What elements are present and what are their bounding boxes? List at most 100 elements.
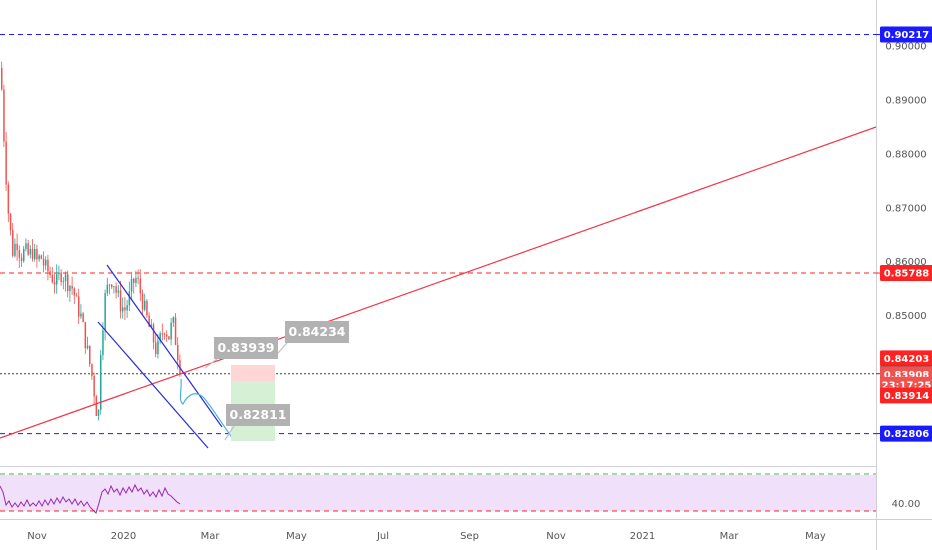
candle-body [170,322,172,340]
candle [75,292,78,297]
x-tick-label: Mar [201,531,221,542]
candle-body [106,284,109,294]
candle [95,394,98,417]
candle [111,283,113,289]
candle-body [73,288,76,296]
candle-body [91,364,93,376]
candle-body [166,334,168,337]
stop-zone [231,365,275,381]
candle-body [115,286,117,293]
y-tick-label: 0.86000 [885,257,926,268]
candle-body [174,317,177,345]
candle [161,323,164,341]
candle-body [113,286,115,288]
callout-label: 0.83939 [218,340,275,355]
channel-lower-line [97,321,209,449]
price-tag [880,265,932,282]
candle [104,289,106,341]
callout-0-82811[interactable]: 0.82811 [224,404,290,441]
callout-box [226,404,290,426]
candle-body [168,336,170,340]
candle [62,277,65,290]
rsi-band [0,475,876,511]
candle-body [172,317,175,323]
price-tag [880,26,932,43]
candle [159,331,161,345]
candle-body [60,272,62,282]
candle [174,313,177,346]
candle [144,293,146,312]
x-tick-label: Nov [27,531,47,542]
candle [130,271,133,301]
candle [152,322,155,350]
candle [64,271,67,292]
candle [89,345,91,368]
candle [16,233,18,261]
candle [100,349,102,415]
candle [150,319,153,328]
candle [14,238,16,258]
candle-body [150,324,153,327]
x-tick-label: Sep [460,531,479,542]
candle-body [40,255,43,259]
trendline [0,126,877,439]
candle-body [86,345,89,349]
callout-label: 0.82811 [230,407,287,422]
candle-body [126,305,128,311]
candle [163,332,166,340]
candle [157,334,159,359]
x-tick-label: 2020 [111,531,136,542]
price-tag-label: 0.83908 [884,370,930,381]
candle-body [135,277,137,283]
candle [45,256,47,271]
callout-0-83939[interactable]: 0.83939 [204,337,278,369]
candle-body [89,345,91,365]
candle-body [56,274,58,285]
rsi-line [0,483,181,514]
candle-body [93,375,95,397]
candle [29,245,32,259]
candle-body [5,141,7,185]
price-tag-label: 0.82806 [884,429,930,440]
candle-body [117,290,120,293]
candle-body [71,285,73,289]
candle [117,284,120,298]
candle [122,297,124,319]
candle [5,132,7,191]
callout-label: 0.84234 [289,324,346,339]
candle [73,287,76,305]
candle [119,280,122,319]
x-tick-label: Nov [546,531,566,542]
candle-body [58,272,60,275]
candle-body [128,291,131,306]
callout-0-84234[interactable]: 0.84234 [277,321,349,354]
candle [42,251,45,273]
candle-body [159,333,161,341]
candle-body [146,300,148,316]
candle-body [16,243,18,251]
candle [102,322,104,360]
candle-body [12,230,14,256]
candle [40,254,43,260]
candle-body [18,250,21,258]
candle-body [148,315,150,327]
candle-body [64,274,67,282]
candle-body [161,333,164,335]
x-tick-label: Mar [720,531,740,542]
candle-body [95,396,98,417]
y-tick-label: 0.88000 [885,149,926,160]
candle [7,181,10,223]
candle-body [34,248,36,260]
candle-body [29,248,32,255]
x-tick-label: May [805,531,826,542]
candle [126,299,128,318]
callout-pointer [277,342,288,354]
candle-body [27,243,29,255]
candle-body [111,284,113,287]
candle-body [177,344,179,361]
candle-body [141,293,144,310]
candle [67,270,69,298]
price-tag-label: 0.85788 [884,269,930,280]
candle [124,296,126,320]
